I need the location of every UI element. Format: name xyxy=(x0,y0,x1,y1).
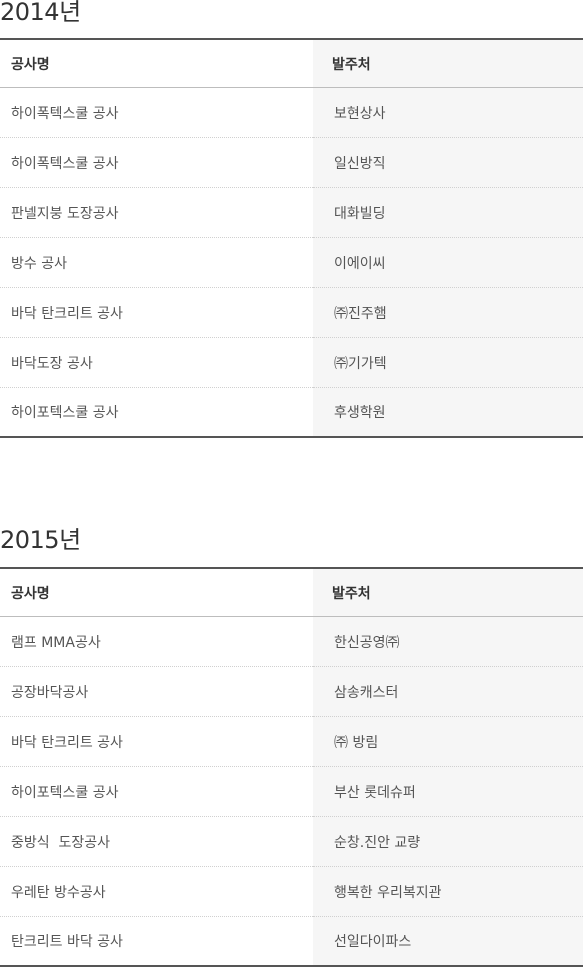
project-cell: 판넬지붕 도장공사 xyxy=(0,187,313,238)
project-cell: 하이포텍스쿨 공사 xyxy=(0,766,313,817)
client-cell: 선일다이파스 xyxy=(313,916,583,966)
project-cell: 바닥도장 공사 xyxy=(0,337,313,388)
header-client: 발주처 xyxy=(313,568,583,617)
table-row: 하이폭텍스쿨 공사 일신방직 xyxy=(0,137,583,188)
client-cell: 한신공영㈜ xyxy=(313,616,583,667)
client-cell: 순창.진안 교량 xyxy=(313,816,583,867)
client-cell: 일신방직 xyxy=(313,137,583,188)
table-row: 바닥 탄크리트 공사 ㈜진주햄 xyxy=(0,287,583,338)
table-row: 공장바닥공사 삼송캐스터 xyxy=(0,666,583,717)
project-cell: 바닥 탄크리트 공사 xyxy=(0,716,313,767)
header-project: 공사명 xyxy=(0,39,313,88)
table-row: 바닥도장 공사 ㈜기가텍 xyxy=(0,337,583,388)
project-cell: 탄크리트 바닥 공사 xyxy=(0,916,313,966)
project-cell: 바닥 탄크리트 공사 xyxy=(0,287,313,338)
client-cell: ㈜진주햄 xyxy=(313,287,583,338)
year-title: 2015년 xyxy=(0,526,81,554)
works-table: 공사명 발주처 하이폭텍스쿨 공사 보현상사 하이폭텍스쿨 공사 일신방직 판넬… xyxy=(0,38,583,438)
client-cell: 대화빌딩 xyxy=(313,187,583,238)
client-cell: 이에이씨 xyxy=(313,237,583,288)
project-cell: 중방식 도장공사 xyxy=(0,816,313,867)
project-cell: 하이폭텍스쿨 공사 xyxy=(0,137,313,188)
client-cell: 삼송캐스터 xyxy=(313,666,583,717)
table-row: 하이포텍스쿨 공사 부산 롯데슈퍼 xyxy=(0,766,583,817)
project-cell: 램프 MMA공사 xyxy=(0,616,313,667)
header-project: 공사명 xyxy=(0,568,313,617)
year-title: 2014년 xyxy=(0,0,81,26)
project-cell: 공장바닥공사 xyxy=(0,666,313,717)
client-cell: ㈜ 방림 xyxy=(313,716,583,767)
client-cell: 부산 롯데슈퍼 xyxy=(313,766,583,817)
works-table: 공사명 발주처 램프 MMA공사 한신공영㈜ 공장바닥공사 삼송캐스터 바닥 탄… xyxy=(0,567,583,967)
client-cell: 보현상사 xyxy=(313,87,583,138)
table-row: 방수 공사 이에이씨 xyxy=(0,237,583,288)
table-row: 중방식 도장공사 순창.진안 교량 xyxy=(0,816,583,867)
table-row: 바닥 탄크리트 공사 ㈜ 방림 xyxy=(0,716,583,767)
table-row: 판넬지붕 도장공사 대화빌딩 xyxy=(0,187,583,238)
client-cell: 행복한 우리복지관 xyxy=(313,866,583,917)
table-row: 하이포텍스쿨 공사 후생학원 xyxy=(0,387,583,437)
client-cell: ㈜기가텍 xyxy=(313,337,583,388)
table-row: 우레탄 방수공사 행복한 우리복지관 xyxy=(0,866,583,917)
project-cell: 하이폭텍스쿨 공사 xyxy=(0,87,313,138)
table-header-row: 공사명 발주처 xyxy=(0,568,583,617)
header-client: 발주처 xyxy=(313,39,583,88)
project-cell: 하이포텍스쿨 공사 xyxy=(0,387,313,437)
table-row: 램프 MMA공사 한신공영㈜ xyxy=(0,616,583,667)
project-cell: 우레탄 방수공사 xyxy=(0,866,313,917)
project-cell: 방수 공사 xyxy=(0,237,313,288)
table-header-row: 공사명 발주처 xyxy=(0,39,583,88)
client-cell: 후생학원 xyxy=(313,387,583,437)
table-row: 하이폭텍스쿨 공사 보현상사 xyxy=(0,87,583,138)
table-row: 탄크리트 바닥 공사 선일다이파스 xyxy=(0,916,583,966)
